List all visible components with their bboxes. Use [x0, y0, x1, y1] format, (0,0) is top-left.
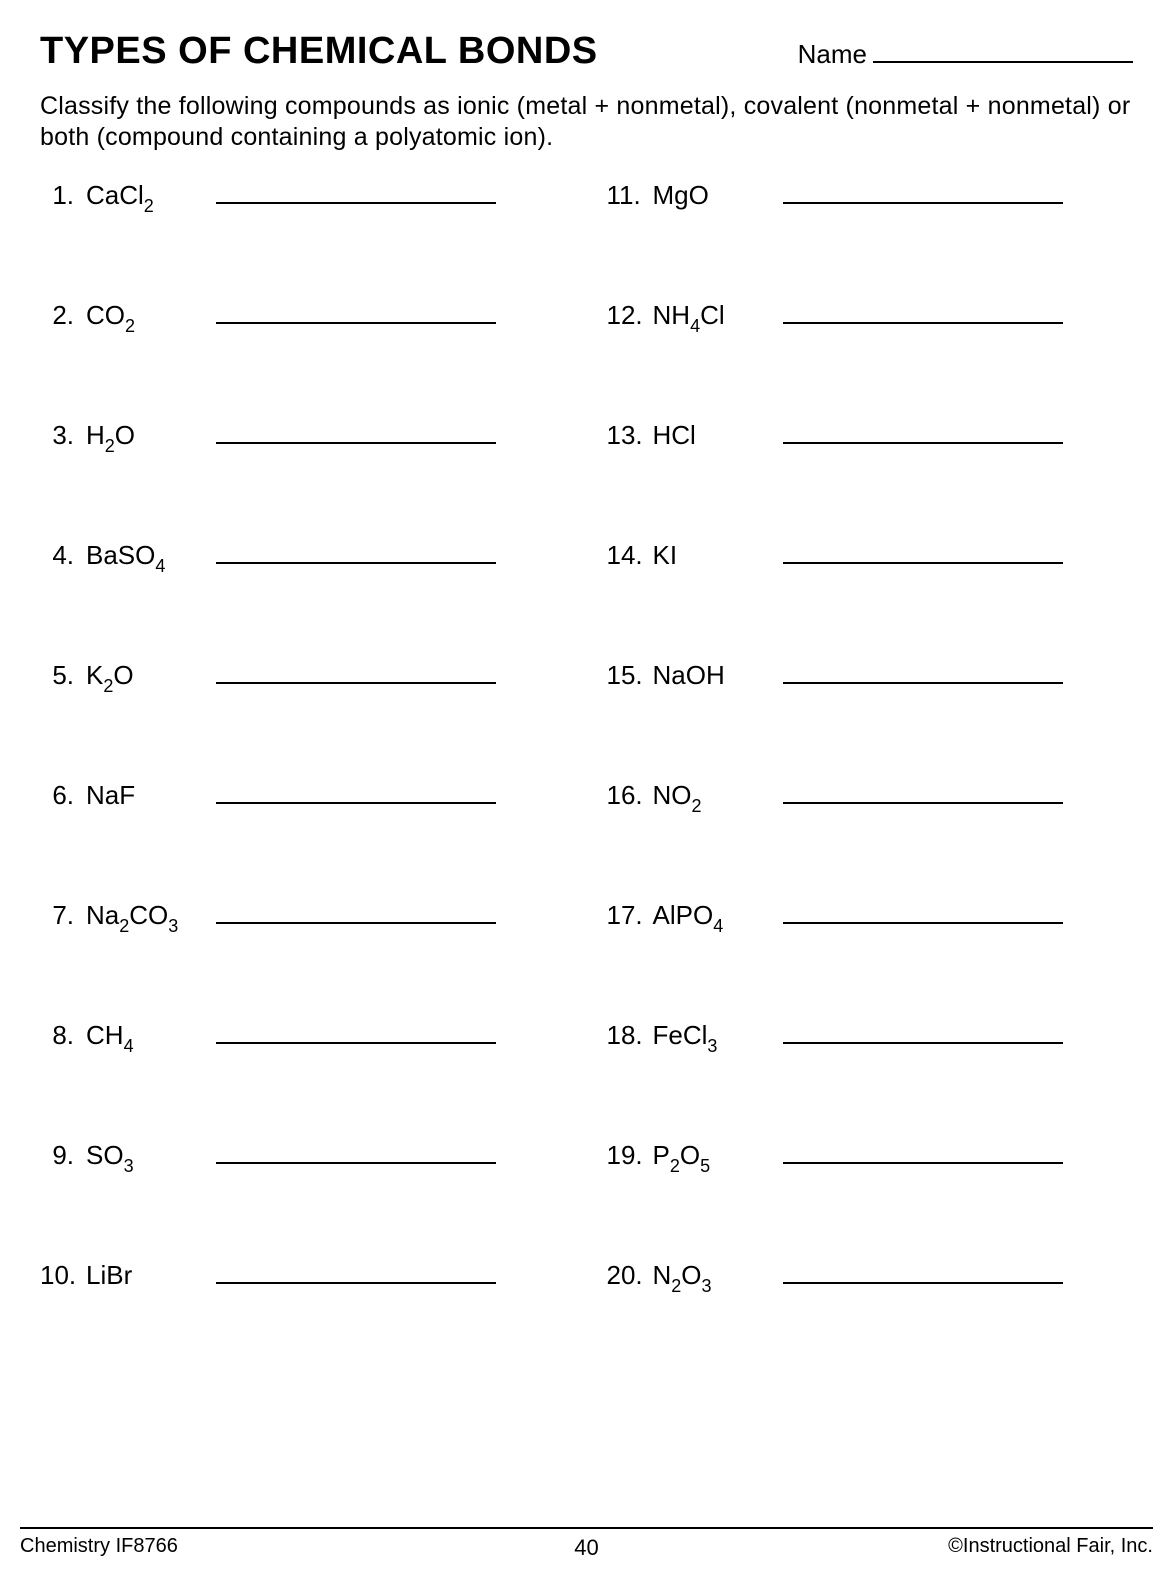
item-number: 18.: [607, 1020, 653, 1051]
answer-blank-line[interactable]: [783, 1264, 1063, 1284]
right-column: 11.MgO12.NH4Cl13.HCl14.KI15.NaOH16.NO217…: [607, 180, 1134, 1380]
worksheet-item: 1.CaCl2: [40, 180, 567, 300]
worksheet-columns: 1.CaCl22.CO23.H2O4.BaSO45.K2O6.NaF7.Na2C…: [40, 180, 1133, 1380]
worksheet-item: 10.LiBr: [40, 1260, 567, 1380]
item-number: 11.: [607, 180, 653, 211]
answer-blank-line[interactable]: [783, 1144, 1063, 1164]
item-number: 15.: [607, 660, 653, 691]
item-number: 12.: [607, 300, 653, 331]
answer-blank-line[interactable]: [783, 424, 1063, 444]
answer-blank-line[interactable]: [216, 424, 496, 444]
chemical-formula: Na2CO3: [86, 900, 216, 935]
item-number: 13.: [607, 420, 653, 451]
item-number: 8.: [40, 1020, 86, 1051]
chemical-formula: NaF: [86, 780, 216, 811]
chemical-formula: BaSO4: [86, 540, 216, 575]
answer-blank-line[interactable]: [783, 184, 1063, 204]
item-number: 5.: [40, 660, 86, 691]
name-blank-line[interactable]: [873, 41, 1133, 63]
answer-blank-line[interactable]: [216, 184, 496, 204]
answer-blank-line[interactable]: [783, 664, 1063, 684]
answer-blank-line[interactable]: [216, 784, 496, 804]
worksheet-item: 9.SO3: [40, 1140, 567, 1260]
item-number: 2.: [40, 300, 86, 331]
chemical-formula: CaCl2: [86, 180, 216, 215]
footer-page-number: 40: [574, 1535, 598, 1561]
worksheet-item: 11.MgO: [607, 180, 1134, 300]
answer-blank-line[interactable]: [216, 544, 496, 564]
name-label: Name: [798, 39, 867, 70]
item-number: 7.: [40, 900, 86, 931]
chemical-formula: SO3: [86, 1140, 216, 1175]
worksheet-item: 3.H2O: [40, 420, 567, 540]
answer-blank-line[interactable]: [216, 664, 496, 684]
item-number: 9.: [40, 1140, 86, 1171]
chemical-formula: H2O: [86, 420, 216, 455]
worksheet-item: 18.FeCl3: [607, 1020, 1134, 1140]
item-number: 19.: [607, 1140, 653, 1171]
answer-blank-line[interactable]: [783, 544, 1063, 564]
answer-blank-line[interactable]: [783, 904, 1063, 924]
worksheet-item: 2.CO2: [40, 300, 567, 420]
footer-left: Chemistry IF8766: [20, 1535, 178, 1558]
worksheet-item: 12.NH4Cl: [607, 300, 1134, 420]
instructions-text: Classify the following compounds as ioni…: [40, 91, 1133, 154]
page-footer: Chemistry IF8766 40 ©Instructional Fair,…: [20, 1527, 1153, 1558]
chemical-formula: FeCl3: [653, 1020, 783, 1055]
answer-blank-line[interactable]: [783, 784, 1063, 804]
chemical-formula: NH4Cl: [653, 300, 783, 335]
answer-blank-line[interactable]: [783, 304, 1063, 324]
chemical-formula: KI: [653, 540, 783, 571]
answer-blank-line[interactable]: [216, 1264, 496, 1284]
worksheet-item: 4.BaSO4: [40, 540, 567, 660]
item-number: 14.: [607, 540, 653, 571]
chemical-formula: LiBr: [86, 1260, 216, 1291]
worksheet-item: 15.NaOH: [607, 660, 1134, 780]
worksheet-item: 17.AlPO4: [607, 900, 1134, 1020]
chemical-formula: HCl: [653, 420, 783, 451]
worksheet-item: 16.NO2: [607, 780, 1134, 900]
item-number: 3.: [40, 420, 86, 451]
chemical-formula: CO2: [86, 300, 216, 335]
item-number: 20.: [607, 1260, 653, 1291]
worksheet-item: 20.N2O3: [607, 1260, 1134, 1380]
chemical-formula: K2O: [86, 660, 216, 695]
worksheet-item: 5.K2O: [40, 660, 567, 780]
worksheet-item: 7.Na2CO3: [40, 900, 567, 1020]
worksheet-item: 19.P2O5: [607, 1140, 1134, 1260]
item-number: 6.: [40, 780, 86, 811]
header-row: TYPES OF CHEMICAL BONDS Name: [40, 30, 1133, 73]
chemical-formula: NaOH: [653, 660, 783, 691]
chemical-formula: P2O5: [653, 1140, 783, 1175]
name-field: Name: [798, 39, 1133, 70]
item-number: 16.: [607, 780, 653, 811]
worksheet-item: 6.NaF: [40, 780, 567, 900]
chemical-formula: N2O3: [653, 1260, 783, 1295]
answer-blank-line[interactable]: [216, 1024, 496, 1044]
item-number: 10.: [40, 1260, 86, 1291]
left-column: 1.CaCl22.CO23.H2O4.BaSO45.K2O6.NaF7.Na2C…: [40, 180, 567, 1380]
page-title: TYPES OF CHEMICAL BONDS: [40, 30, 598, 73]
chemical-formula: MgO: [653, 180, 783, 211]
answer-blank-line[interactable]: [216, 304, 496, 324]
item-number: 1.: [40, 180, 86, 211]
chemical-formula: AlPO4: [653, 900, 783, 935]
chemical-formula: NO2: [653, 780, 783, 815]
answer-blank-line[interactable]: [216, 1144, 496, 1164]
answer-blank-line[interactable]: [783, 1024, 1063, 1044]
worksheet-item: 14.KI: [607, 540, 1134, 660]
chemical-formula: CH4: [86, 1020, 216, 1055]
worksheet-item: 8.CH4: [40, 1020, 567, 1140]
item-number: 4.: [40, 540, 86, 571]
item-number: 17.: [607, 900, 653, 931]
footer-right: ©Instructional Fair, Inc.: [948, 1535, 1153, 1558]
answer-blank-line[interactable]: [216, 904, 496, 924]
worksheet-item: 13.HCl: [607, 420, 1134, 540]
